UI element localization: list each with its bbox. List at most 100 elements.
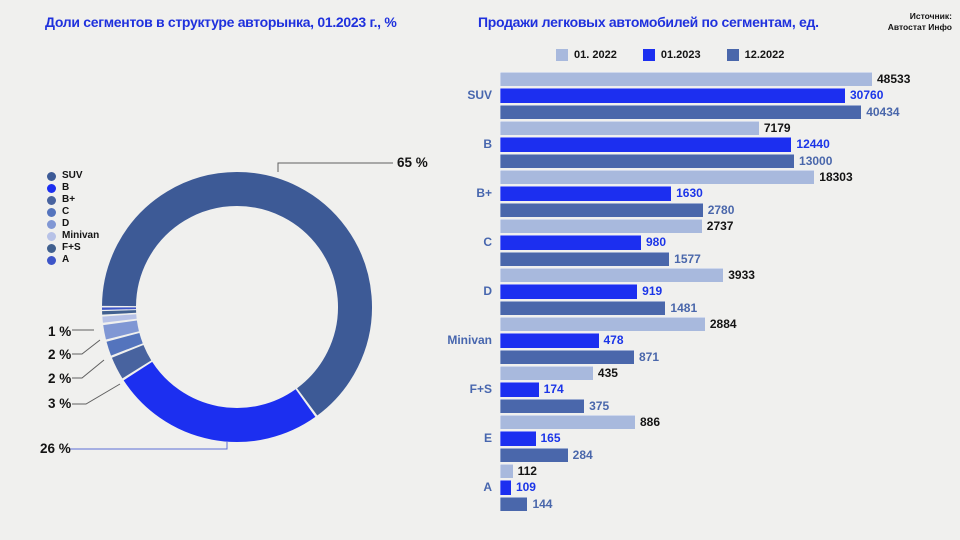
donut-chart-title: Доли сегментов в структуре авторынка, 01… bbox=[45, 14, 397, 30]
bar-value-label: 2780 bbox=[707, 202, 735, 217]
bar-value-label: 1577 bbox=[674, 251, 701, 266]
bar-bplus-012023 bbox=[500, 186, 672, 201]
legend-swatch-icon bbox=[556, 49, 568, 61]
bar-value-label: 48533 bbox=[877, 72, 911, 86]
bar-a-012022 bbox=[500, 464, 513, 479]
bar-b-122022 bbox=[500, 153, 794, 169]
legend-dot-icon bbox=[47, 231, 56, 241]
percent-label-suv: 65 % bbox=[397, 155, 428, 170]
legend-dot-icon bbox=[47, 207, 56, 217]
bar-suv-122022 bbox=[500, 104, 862, 120]
bar-b-012023 bbox=[500, 137, 792, 152]
legend-dot-icon bbox=[47, 195, 56, 205]
callout-leader-line bbox=[72, 383, 121, 405]
percent-label-d: 2 % bbox=[48, 347, 72, 362]
legend-dot-icon bbox=[47, 219, 56, 229]
bar-value-label: 40434 bbox=[866, 104, 900, 119]
bar-chart-legend: 01. 2022 01.2023 12.2022 bbox=[556, 49, 784, 61]
legend-swatch-icon bbox=[726, 49, 739, 61]
category-label-fpluss: F+S bbox=[469, 382, 492, 397]
donut-legend-label: B+ bbox=[62, 194, 76, 205]
source-label: Источник: bbox=[909, 11, 952, 21]
bar-minivan-122022 bbox=[500, 349, 634, 365]
bar-c-122022 bbox=[500, 251, 670, 267]
bar-value-label: 174 bbox=[543, 382, 564, 397]
donut-legend-label: B bbox=[62, 182, 70, 193]
bar-suv-012023 bbox=[500, 88, 845, 103]
donut-legend-label: A bbox=[62, 254, 70, 265]
bar-value-label: 375 bbox=[589, 398, 610, 413]
bar-e-012022 bbox=[500, 415, 635, 430]
bar-value-label: 886 bbox=[640, 415, 661, 429]
donut-legend-item: B bbox=[47, 182, 99, 194]
bar-value-label: 980 bbox=[645, 235, 666, 250]
bar-a-122022 bbox=[500, 496, 528, 512]
bar-suv-012022 bbox=[500, 72, 872, 87]
donut-legend-label: D bbox=[62, 218, 70, 229]
bar-value-label: 3933 bbox=[728, 268, 755, 282]
donut-slice-d bbox=[103, 320, 140, 340]
bar-value-label: 18303 bbox=[819, 170, 853, 184]
callout-leader-line bbox=[277, 162, 393, 172]
bar-value-label: 871 bbox=[638, 349, 660, 364]
bar-value-label: 2737 bbox=[706, 219, 734, 233]
legend-dot-icon bbox=[47, 255, 56, 265]
donut-legend-item: B+ bbox=[47, 194, 99, 206]
category-label-minivan: Minivan bbox=[447, 333, 492, 348]
bar-value-label: 144 bbox=[532, 496, 553, 511]
donut-legend-label: Minivan bbox=[62, 230, 100, 241]
bar-value-label: 284 bbox=[572, 447, 593, 462]
donut-legend-label: SUV bbox=[62, 170, 83, 181]
category-label-bplus: B+ bbox=[476, 186, 492, 201]
bar-chart-title: Продажи легковых автомобилей по сегмента… bbox=[478, 14, 819, 30]
donut-legend-label: C bbox=[62, 206, 70, 217]
bar-minivan-012023 bbox=[500, 333, 599, 348]
bar-bplus-122022 bbox=[500, 202, 703, 218]
category-label-d: D bbox=[483, 284, 492, 299]
donut-legend-item: Minivan bbox=[47, 230, 99, 242]
bar-value-label: 2884 bbox=[709, 317, 737, 331]
callout-leader-line bbox=[72, 359, 105, 379]
bar-value-label: 1481 bbox=[670, 300, 698, 315]
category-label-suv: SUV bbox=[467, 88, 492, 103]
bar-minivan-012022 bbox=[500, 317, 705, 332]
bar-value-label: 435 bbox=[597, 366, 618, 380]
bar-d-122022 bbox=[500, 300, 666, 316]
donut-legend-item: SUV bbox=[47, 170, 99, 182]
bar-value-label: 1630 bbox=[676, 186, 703, 201]
bar-e-122022 bbox=[500, 447, 568, 463]
bar-e-012023 bbox=[500, 431, 536, 446]
legend-dot-icon bbox=[47, 183, 56, 193]
category-label-a: A bbox=[483, 480, 492, 495]
donut-slice-minivan bbox=[102, 314, 137, 323]
source-name: Автостат Инфо bbox=[887, 22, 952, 32]
bar-d-012022 bbox=[500, 268, 724, 283]
donut-legend-label: F+S bbox=[62, 242, 81, 253]
bar-fpluss-012023 bbox=[500, 382, 539, 397]
legend-dot-icon bbox=[47, 171, 56, 181]
percent-label-b: 26 % bbox=[40, 441, 71, 456]
callout-leader-line bbox=[72, 339, 101, 355]
bar-value-label: 13000 bbox=[799, 153, 833, 168]
source-note: Источник: Автостат Инфо bbox=[888, 11, 952, 33]
bar-fpluss-122022 bbox=[500, 398, 585, 414]
bar-value-label: 12440 bbox=[796, 137, 830, 152]
donut-chart bbox=[70, 162, 393, 450]
bar-c-012023 bbox=[500, 235, 641, 250]
donut-legend-item: C bbox=[47, 206, 99, 218]
donut-slice-b bbox=[123, 361, 316, 442]
bar-c-012022 bbox=[500, 219, 702, 234]
bar-a-012023 bbox=[500, 480, 511, 495]
bar-fpluss-012022 bbox=[500, 366, 593, 381]
donut-slice-bplus bbox=[111, 344, 152, 379]
bar-b-012022 bbox=[500, 121, 759, 136]
callout-leader-line bbox=[70, 441, 228, 450]
donut-legend-item: F+S bbox=[47, 242, 99, 254]
bar-value-label: 7179 bbox=[763, 121, 791, 135]
bar-legend-item: 12.2022 bbox=[726, 49, 784, 61]
bar-value-label: 478 bbox=[603, 333, 624, 348]
bar-legend-item: 01.2023 bbox=[642, 49, 701, 61]
bar-legend-label: 01.2023 bbox=[660, 49, 701, 61]
percent-label-minivan: 1 % bbox=[48, 324, 72, 339]
